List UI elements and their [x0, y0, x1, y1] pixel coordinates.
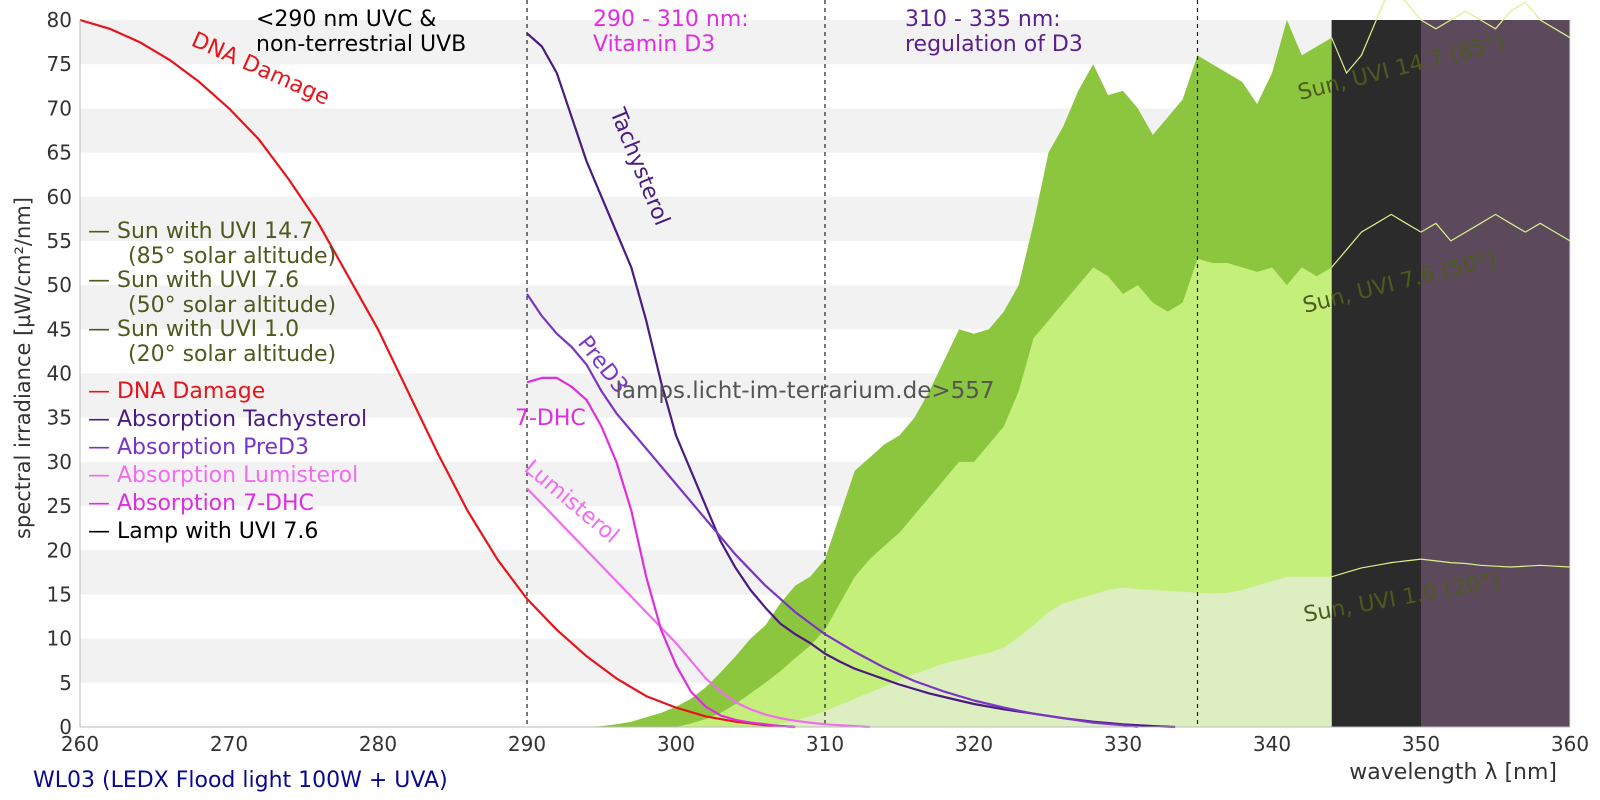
y-tick-label: 65	[47, 141, 72, 165]
series-line	[526, 487, 870, 729]
y-tick-label: 30	[47, 450, 72, 474]
sun-extension-lines	[1331, 0, 1571, 578]
wavelength-band	[1421, 20, 1570, 727]
x-tick-label: 280	[359, 732, 397, 756]
region-label: 310 - 335 nm:	[905, 7, 1061, 32]
series-line	[526, 32, 1176, 729]
region-label: non-terrestrial UVB	[256, 32, 466, 57]
x-tick-label: 340	[1253, 732, 1291, 756]
region-label: <290 nm UVC &	[256, 7, 436, 32]
y-tick-label: 60	[47, 185, 72, 209]
series-label: 7-DHC	[515, 406, 586, 431]
region-label: Vitamin D3	[593, 32, 715, 57]
y-tick-label: 80	[47, 8, 72, 32]
x-tick-label: 350	[1402, 732, 1440, 756]
x-axis-label: wavelength λ [nm]	[1349, 760, 1557, 785]
legend-entry: — Sun with UVI 1.0	[88, 317, 299, 342]
wavelength-band	[1331, 20, 1421, 727]
footer-label: WL03 (LEDX Flood light 100W + UVA)	[33, 768, 448, 793]
legend-entry-sub: (85° solar altitude)	[128, 244, 336, 269]
sun-extension-line	[1331, 0, 1571, 75]
y-tick-label: 25	[47, 494, 72, 518]
y-tick-label: 10	[47, 627, 72, 651]
legend-entry: — Lamp with UVI 7.6	[88, 519, 318, 544]
y-tick-label: 5	[59, 671, 72, 695]
region-labels: <290 nm UVC &non-terrestrial UVB 290 - 31…	[256, 7, 1083, 57]
legend-entry: — Absorption 7-DHC	[88, 491, 314, 516]
legend-entry: — Sun with UVI 14.7	[88, 219, 313, 244]
y-tick-label: 45	[47, 317, 72, 341]
x-tick-label: 320	[955, 732, 993, 756]
sun-extension-line	[1331, 558, 1571, 578]
legend-entry: — Absorption Tachysterol	[88, 407, 367, 432]
legend: — Sun with UVI 14.7(85° solar altitude)—…	[88, 219, 367, 544]
wavelength-bands	[1331, 20, 1570, 727]
x-tick-label: 270	[210, 732, 248, 756]
y-tick-label: 40	[47, 362, 72, 386]
legend-entry: — Absorption PreD3	[88, 435, 309, 460]
legend-entry-sub: (50° solar altitude)	[128, 293, 336, 318]
x-tick-label: 300	[657, 732, 695, 756]
y-tick-label: 70	[47, 96, 72, 120]
watermark: lamps.licht-im-terrarium.de>557	[615, 378, 994, 404]
x-tick-label: 290	[508, 732, 546, 756]
y-tick-label: 20	[47, 538, 72, 562]
x-tick-label: 360	[1551, 732, 1589, 756]
x-tick-label: 310	[806, 732, 844, 756]
region-label: 290 - 310 nm:	[593, 7, 749, 32]
x-tick-label: 330	[1104, 732, 1142, 756]
region-label: regulation of D3	[905, 32, 1083, 57]
series-line	[79, 18, 796, 729]
legend-entry: — DNA Damage	[88, 379, 265, 404]
y-tick-label: 75	[47, 52, 72, 76]
axes: 0 5 10 15 20 25 30 35 40 45 50 55 60 65 70 75 80 260 270 28…	[47, 8, 1590, 756]
legend-entry: — Absorption Lumisterol	[88, 463, 358, 488]
x-tick-label: 260	[61, 732, 99, 756]
legend-entry: — Sun with UVI 7.6	[88, 268, 299, 293]
series-line	[526, 293, 1139, 729]
y-tick-label: 15	[47, 582, 72, 606]
sun-extension-line	[1331, 213, 1571, 268]
y-tick-label: 50	[47, 273, 72, 297]
legend-entry-sub: (20° solar altitude)	[128, 342, 336, 367]
sun-area	[765, 576, 1332, 727]
absorption-lines	[79, 18, 1176, 729]
y-tick-label: 35	[47, 406, 72, 430]
y-axis-label: spectral irradiance [µW/cm²/nm]	[11, 197, 35, 539]
sun-areas	[579, 20, 1332, 727]
series-line	[526, 376, 796, 729]
y-tick-label: 0	[59, 715, 72, 739]
region-dividers	[526, 0, 1199, 727]
y-tick-label: 55	[47, 229, 72, 253]
